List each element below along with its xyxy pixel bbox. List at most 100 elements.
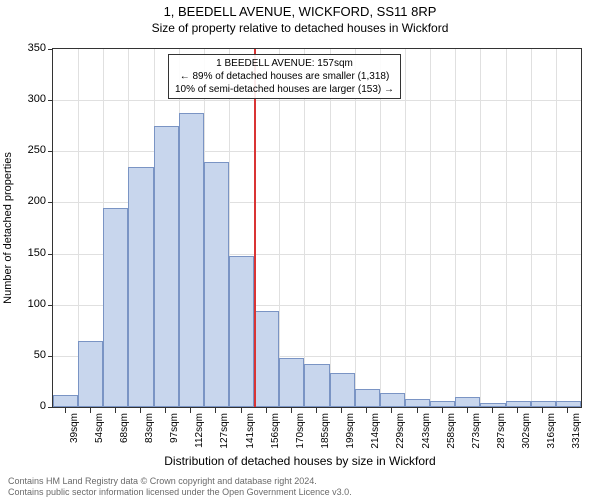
info-line-3: 10% of semi-detached houses are larger (… — [175, 83, 394, 96]
x-tick-mark — [165, 408, 166, 413]
y-axis-label: Number of detached properties — [2, 152, 14, 304]
y-tick-mark — [48, 49, 53, 50]
x-tick-mark — [291, 408, 292, 413]
x-tick-label: 199sqm — [345, 413, 356, 449]
x-tick-mark — [517, 408, 518, 413]
x-tick-mark — [567, 408, 568, 413]
histogram-bar — [531, 401, 556, 407]
chart-title: 1, BEEDELL AVENUE, WICKFORD, SS11 8RP — [0, 0, 600, 19]
x-tick-label: 156sqm — [270, 413, 281, 449]
histogram-bar — [179, 113, 204, 407]
x-tick-mark — [316, 408, 317, 413]
x-tick-mark — [391, 408, 392, 413]
x-tick-label: 83sqm — [144, 413, 155, 443]
y-tick-mark — [48, 407, 53, 408]
gridline-v — [380, 49, 381, 407]
chart-container: 1, BEEDELL AVENUE, WICKFORD, SS11 8RP Si… — [0, 0, 600, 500]
x-tick-mark — [115, 408, 116, 413]
footer-text: Contains HM Land Registry data © Crown c… — [8, 476, 352, 498]
chart-area: 1 BEEDELL AVENUE: 157sqm ← 89% of detach… — [52, 48, 582, 408]
histogram-bar — [78, 341, 103, 407]
y-tick-label: 0 — [16, 400, 46, 412]
x-tick-label: 127sqm — [219, 413, 230, 449]
y-tick-label: 200 — [16, 195, 46, 207]
info-line-1: 1 BEEDELL AVENUE: 157sqm — [175, 57, 394, 70]
gridline-v — [455, 49, 456, 407]
x-tick-label: 273sqm — [471, 413, 482, 449]
y-tick-label: 50 — [16, 349, 46, 361]
gridline-v — [330, 49, 331, 407]
y-tick-mark — [48, 254, 53, 255]
y-tick-label: 350 — [16, 42, 46, 54]
x-tick-mark — [467, 408, 468, 413]
x-tick-label: 54sqm — [94, 413, 105, 443]
y-tick-label: 300 — [16, 93, 46, 105]
footer-line-1: Contains HM Land Registry data © Crown c… — [8, 476, 352, 487]
x-tick-label: 214sqm — [370, 413, 381, 449]
x-tick-mark — [90, 408, 91, 413]
gridline-v — [480, 49, 481, 407]
x-tick-label: 39sqm — [69, 413, 80, 443]
histogram-bar — [229, 256, 254, 407]
histogram-bar — [455, 397, 480, 407]
info-line-2: ← 89% of detached houses are smaller (1,… — [175, 70, 394, 83]
y-tick-label: 250 — [16, 144, 46, 156]
x-tick-mark — [417, 408, 418, 413]
reference-line — [254, 49, 256, 407]
x-tick-label: 302sqm — [521, 413, 532, 449]
histogram-bar — [204, 162, 229, 407]
x-tick-label: 170sqm — [295, 413, 306, 449]
x-tick-label: 331sqm — [571, 413, 582, 449]
histogram-bar — [355, 389, 380, 407]
x-tick-mark — [492, 408, 493, 413]
histogram-bar — [556, 401, 581, 407]
histogram-bar — [405, 399, 430, 407]
x-tick-label: 68sqm — [119, 413, 130, 443]
y-tick-mark — [48, 202, 53, 203]
x-tick-mark — [215, 408, 216, 413]
y-tick-label: 150 — [16, 247, 46, 259]
chart-subtitle: Size of property relative to detached ho… — [0, 19, 600, 35]
x-tick-mark — [442, 408, 443, 413]
x-tick-label: 287sqm — [496, 413, 507, 449]
histogram-bar — [279, 358, 304, 407]
x-tick-label: 112sqm — [194, 413, 205, 448]
x-axis-label: Distribution of detached houses by size … — [0, 454, 600, 468]
x-tick-label: 258sqm — [446, 413, 457, 449]
gridline-v — [405, 49, 406, 407]
y-tick-mark — [48, 151, 53, 152]
y-tick-label: 100 — [16, 298, 46, 310]
x-tick-mark — [190, 408, 191, 413]
x-tick-mark — [341, 408, 342, 413]
x-tick-mark — [266, 408, 267, 413]
x-tick-mark — [542, 408, 543, 413]
histogram-bar — [53, 395, 78, 407]
histogram-bar — [304, 364, 329, 407]
x-tick-label: 141sqm — [245, 413, 256, 449]
x-tick-label: 185sqm — [320, 413, 331, 449]
gridline-h — [53, 100, 581, 101]
histogram-bar — [128, 167, 153, 407]
x-tick-mark — [366, 408, 367, 413]
gridline-v — [556, 49, 557, 407]
histogram-bar — [430, 401, 455, 407]
x-tick-label: 243sqm — [421, 413, 432, 449]
gridline-v — [430, 49, 431, 407]
y-tick-mark — [48, 356, 53, 357]
histogram-bar — [380, 393, 405, 407]
x-tick-label: 316sqm — [546, 413, 557, 449]
gridline-v — [279, 49, 280, 407]
y-tick-mark — [48, 100, 53, 101]
x-tick-mark — [65, 408, 66, 413]
x-tick-mark — [241, 408, 242, 413]
plot-area — [52, 48, 582, 408]
gridline-v — [355, 49, 356, 407]
histogram-bar — [330, 373, 355, 407]
x-tick-mark — [140, 408, 141, 413]
x-tick-label: 97sqm — [169, 413, 180, 443]
footer-line-2: Contains public sector information licen… — [8, 487, 352, 498]
histogram-bar — [506, 401, 531, 407]
info-box: 1 BEEDELL AVENUE: 157sqm ← 89% of detach… — [168, 54, 401, 99]
x-tick-label: 229sqm — [395, 413, 406, 449]
y-tick-mark — [48, 305, 53, 306]
